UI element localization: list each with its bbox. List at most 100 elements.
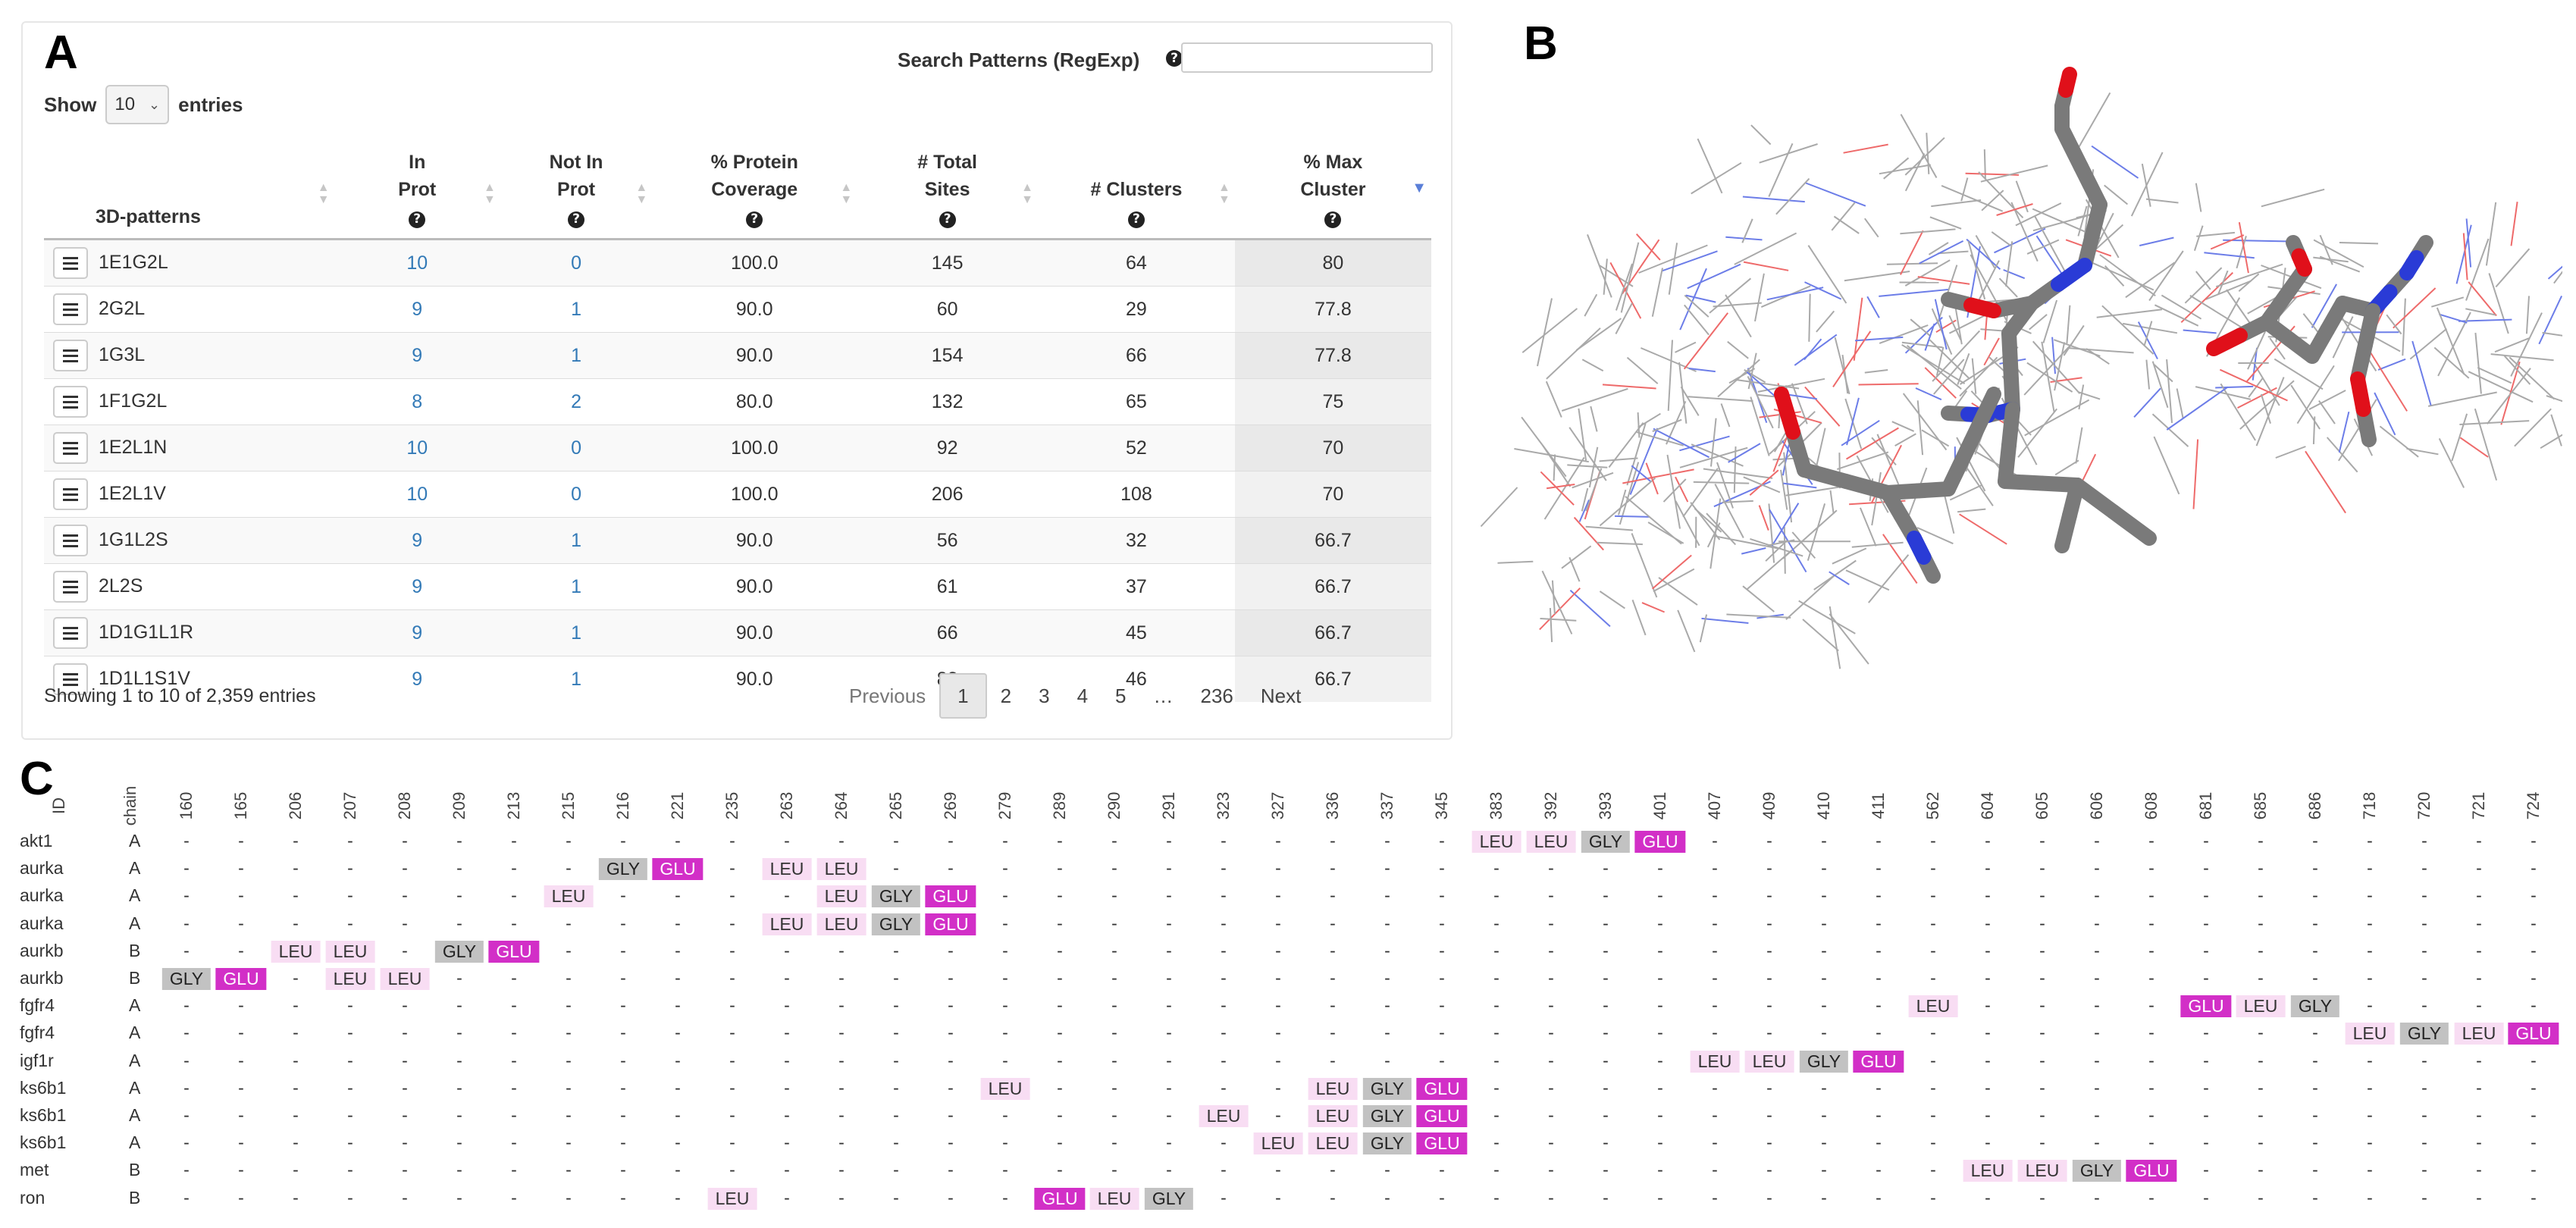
panel-label-b: B [1524,17,1558,70]
list-icon[interactable] [53,571,88,603]
in-prot-link[interactable]: 9 [334,656,500,702]
gap-cell: - [1657,1132,1663,1153]
not-in-prot-link[interactable]: 0 [500,424,653,471]
column-header-3[interactable]: % Protein Coverage? ▲ ▼ [652,135,857,240]
gap-cell: - [620,940,626,960]
wireframe-bond [2161,294,2202,320]
gap-cell: - [2367,968,2373,988]
not-in-prot-link[interactable]: 1 [500,656,653,702]
molecule-viewer[interactable] [1448,15,2562,735]
in-prot-link[interactable]: 9 [334,609,500,656]
not-in-prot-link[interactable]: 0 [500,239,653,287]
list-icon[interactable] [53,293,88,325]
question-circle-icon[interactable]: ? [1166,50,1183,67]
list-icon[interactable] [53,247,88,279]
in-prot-link[interactable]: 9 [334,332,500,379]
list-icon[interactable] [53,663,88,695]
page-button[interactable]: 2 [1000,684,1012,707]
gap-cell: - [238,1132,244,1153]
next-button[interactable]: Next [1260,684,1302,707]
column-header-6[interactable]: % Max Cluster? ▼ [1234,135,1431,240]
sort-desc-icon[interactable]: ▼ [1412,180,1427,196]
column-header-1[interactable]: In Prot? ▲ ▼ [334,135,500,240]
question-circle-icon[interactable]: ? [939,211,956,228]
in-prot-link[interactable]: 9 [334,563,500,610]
page-button[interactable]: 3 [1039,684,1050,707]
question-circle-icon[interactable]: ? [746,211,763,228]
wireframe-bond [2078,384,2085,410]
not-in-prot-link[interactable]: 1 [500,517,653,564]
not-in-prot-link[interactable]: 1 [500,609,653,656]
wireframe-bond [1836,451,1889,471]
list-icon[interactable] [53,432,88,464]
column-header-2[interactable]: Not In Prot? ▲ ▼ [500,135,653,240]
list-icon[interactable] [53,617,88,649]
clusters-cell: 46 [1038,656,1235,702]
not-in-prot-link[interactable]: 1 [500,286,653,333]
wireframe-bond [1882,534,1918,584]
gap-cell: - [1712,885,1718,906]
wireframe-bond [1746,550,1792,591]
gap-cell: - [1821,1023,1827,1043]
gap-cell: - [729,940,735,960]
gap-cell: - [2094,1050,2100,1070]
wireframe-bond [2455,224,2472,284]
wireframe-bond [2032,340,2081,394]
question-circle-icon[interactable]: ? [568,211,585,228]
search-input[interactable] [1181,42,1433,73]
gap-cell: - [2148,968,2155,988]
stick-bond [2206,327,2248,356]
sort-arrows-icon[interactable]: ▲ ▼ [840,181,853,206]
residue-cell: LEU [1253,1132,1303,1155]
page-button[interactable]: 236 [1200,684,1233,707]
gap-cell: - [1766,1023,1772,1043]
column-header-4[interactable]: # Total Sites? ▲ ▼ [857,135,1039,240]
position-header: 410 [1814,791,1833,820]
gap-cell: - [293,968,299,988]
gap-cell: - [2421,831,2427,851]
gap-cell: - [511,831,517,851]
wireframe-bond [1994,227,2046,254]
entries-select[interactable]: 10 ⌄ [105,85,170,124]
show-label: Show [44,92,97,116]
sort-arrows-icon[interactable]: ▲ ▼ [317,181,330,206]
in-prot-link[interactable]: 10 [334,424,500,471]
gap-cell: - [2094,1105,2100,1125]
page-button[interactable]: 1 [939,673,987,719]
wireframe-bond [1916,527,1954,545]
page-button[interactable]: 4 [1076,684,1089,707]
previous-button[interactable]: Previous [849,684,926,707]
not-in-prot-link[interactable]: 1 [500,563,653,610]
page-button[interactable]: 5 [1115,684,1127,707]
sort-arrows-icon[interactable]: ▲ ▼ [484,181,496,206]
in-prot-link[interactable]: 9 [334,286,500,333]
not-in-prot-link[interactable]: 1 [500,332,653,379]
sort-arrows-icon[interactable]: ▲ ▼ [1217,181,1230,206]
wireframe-bond [2153,364,2173,383]
not-in-prot-link[interactable]: 2 [500,378,653,425]
wireframe-bond [2274,358,2324,390]
in-prot-link[interactable]: 8 [334,378,500,425]
in-prot-link[interactable]: 9 [334,517,500,564]
question-circle-icon[interactable]: ? [1324,211,1342,228]
gap-cell: - [948,1077,954,1098]
in-prot-link[interactable]: 10 [334,471,500,518]
sort-arrows-icon[interactable]: ▲ ▼ [1021,181,1034,206]
question-circle-icon[interactable]: ? [1127,211,1145,228]
question-circle-icon[interactable]: ? [409,211,426,228]
gap-cell: - [1712,1077,1718,1098]
gap-cell: - [1985,1023,1991,1043]
list-icon[interactable] [53,386,88,418]
sort-arrows-icon[interactable]: ▲ ▼ [635,181,648,206]
list-icon[interactable] [53,340,88,371]
residue-cell: LEU [1963,1160,2013,1183]
wireframe-bond [1653,428,1709,459]
column-header-5[interactable]: # Clusters? ▲ ▼ [1038,135,1235,240]
list-icon[interactable] [53,525,88,556]
gap-cell: - [1821,1105,1827,1125]
gap-cell: - [1111,1023,1117,1043]
list-icon[interactable] [53,478,88,510]
not-in-prot-link[interactable]: 0 [500,471,653,518]
column-header-0[interactable]: 3D-patterns ▲ ▼ [44,135,334,240]
in-prot-link[interactable]: 10 [334,239,500,287]
